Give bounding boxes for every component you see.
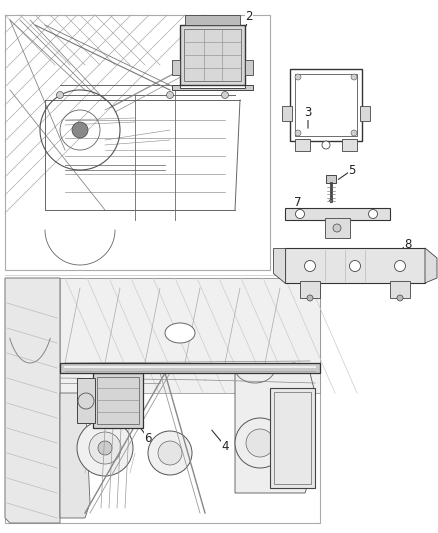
Bar (185, 15, 240, 25)
Circle shape (98, 441, 112, 455)
Circle shape (307, 295, 313, 301)
Bar (77, 378, 95, 423)
Circle shape (235, 418, 285, 468)
Text: 5: 5 (348, 164, 356, 176)
Bar (360, 106, 370, 121)
Bar (5, 278, 320, 523)
Bar (285, 208, 390, 220)
Text: 6: 6 (144, 432, 152, 445)
Bar (326, 175, 336, 183)
Circle shape (304, 261, 315, 271)
Bar (172, 60, 180, 75)
Polygon shape (60, 278, 320, 393)
Bar (300, 281, 320, 298)
Bar (295, 74, 357, 136)
Bar (5, 15, 270, 270)
Bar (342, 139, 357, 151)
Circle shape (246, 429, 274, 457)
Polygon shape (5, 278, 60, 523)
Circle shape (322, 141, 330, 149)
Circle shape (333, 224, 341, 232)
Bar (285, 248, 425, 283)
Circle shape (368, 209, 378, 219)
Polygon shape (273, 248, 285, 283)
Ellipse shape (165, 323, 195, 343)
Bar (93, 373, 143, 428)
Circle shape (148, 431, 192, 475)
Bar (274, 392, 311, 484)
Circle shape (296, 209, 304, 219)
Text: 7: 7 (294, 197, 302, 209)
Bar (97, 377, 139, 424)
Polygon shape (329, 200, 333, 203)
Text: 1: 1 (203, 36, 211, 50)
Bar (295, 139, 310, 151)
Polygon shape (60, 393, 90, 518)
Polygon shape (235, 363, 315, 493)
Polygon shape (172, 85, 253, 90)
Circle shape (351, 74, 357, 80)
Bar (184, 29, 241, 81)
Circle shape (77, 420, 133, 476)
Bar (290, 69, 362, 141)
Bar (60, 363, 320, 373)
Text: 4: 4 (221, 440, 229, 453)
Text: 3: 3 (304, 107, 312, 119)
Circle shape (397, 295, 403, 301)
Text: 8: 8 (404, 238, 412, 252)
Bar (101, 365, 135, 373)
Circle shape (295, 74, 301, 80)
Circle shape (158, 441, 182, 465)
Bar (282, 106, 292, 121)
Bar (180, 25, 245, 85)
Bar (325, 218, 350, 238)
Circle shape (350, 261, 360, 271)
Circle shape (351, 130, 357, 136)
Bar (270, 388, 315, 488)
Circle shape (295, 130, 301, 136)
Polygon shape (425, 248, 437, 283)
Circle shape (72, 122, 88, 138)
Bar (245, 60, 253, 75)
Circle shape (222, 92, 229, 99)
Bar (390, 281, 410, 298)
Circle shape (89, 432, 121, 464)
Circle shape (57, 92, 64, 99)
Circle shape (395, 261, 406, 271)
Text: 2: 2 (245, 11, 253, 23)
Circle shape (166, 92, 173, 99)
